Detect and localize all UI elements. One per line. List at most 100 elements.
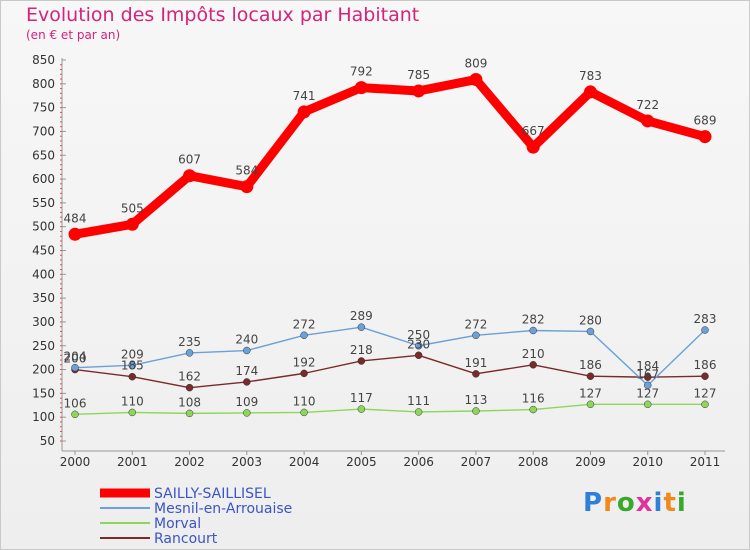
data-point [243, 378, 251, 386]
data-label: 230 [407, 337, 430, 351]
data-point [300, 369, 308, 378]
data-label: 505 [121, 201, 144, 215]
data-label: 607 [178, 153, 201, 167]
data-point [469, 73, 483, 87]
x-tick-label: 2010 [632, 455, 663, 469]
axes: 50 100 150 200 250 300 350 400 450 500 550 600 650 70… [32, 53, 725, 469]
data-label: 283 [694, 312, 717, 326]
data-label: 127 [579, 386, 602, 400]
x-tick-label: 2005 [346, 455, 377, 469]
data-label: 109 [235, 395, 258, 409]
data-point [357, 357, 366, 365]
logo-letter: r [603, 488, 617, 518]
data-label: 200 [64, 352, 87, 366]
data-point [240, 180, 254, 194]
data-point [414, 342, 423, 350]
data-point [529, 326, 537, 335]
data-point [71, 363, 79, 372]
data-point [701, 400, 709, 409]
y-tick-label: 700 [32, 124, 55, 138]
logo-letter: i [676, 488, 687, 518]
data-label: 185 [121, 359, 144, 373]
data-label: 192 [293, 355, 316, 369]
data-label: 116 [522, 392, 545, 406]
x-tick-label: 2009 [575, 455, 606, 469]
legend: SAILLY-SAILLISELMesnil-en-ArrouaiseMorva… [100, 486, 292, 547]
data-label: 235 [178, 335, 201, 349]
data-label: 106 [64, 396, 87, 410]
series-line-3 [74, 354, 706, 389]
chart-subtitle: (en € et par an) [26, 28, 121, 42]
y-tick-label: 450 [32, 244, 55, 258]
data-label: 110 [293, 394, 316, 408]
data-point [701, 372, 709, 380]
y-tick-label: 750 [32, 101, 55, 115]
data-label: 809 [464, 57, 487, 71]
data-label: 110 [121, 394, 144, 408]
data-point [412, 84, 426, 98]
data-label: 689 [694, 114, 717, 128]
x-tick-label: 2007 [461, 455, 492, 469]
data-label: 174 [235, 364, 258, 378]
data-point [586, 400, 595, 409]
x-tick-label: 2011 [690, 455, 721, 469]
x-tick-label: 2006 [403, 455, 434, 469]
y-tick-label: 500 [32, 220, 55, 234]
data-label: 282 [522, 313, 545, 327]
data-point [125, 217, 139, 231]
data-label: 783 [579, 69, 602, 83]
data-point [357, 405, 366, 413]
y-tick-label: 400 [32, 267, 55, 281]
data-point [185, 349, 194, 357]
series-layer [68, 73, 712, 419]
data-point [243, 346, 251, 355]
data-point [529, 405, 537, 414]
x-tick-label: 2000 [60, 455, 91, 469]
legend-label: SAILLY-SAILLISEL [154, 486, 271, 502]
data-label: 785 [407, 68, 430, 82]
data-label: 280 [579, 313, 602, 327]
data-point [300, 408, 308, 417]
logo-letter: x [635, 488, 654, 518]
data-label: 741 [293, 89, 316, 103]
y-tick-label: 250 [32, 339, 55, 353]
series-line-0 [70, 75, 710, 239]
data-label: 272 [464, 317, 487, 331]
data-label: 191 [464, 356, 487, 370]
data-label: 722 [636, 98, 659, 112]
data-point [71, 410, 79, 419]
legend-label: Morval [154, 516, 201, 532]
data-label: 240 [235, 333, 258, 347]
y-tick-label: 150 [32, 386, 55, 400]
logo-letter: P [583, 488, 604, 518]
data-point [243, 409, 251, 417]
logo-letter: o [616, 488, 636, 518]
data-label: 204 [64, 350, 87, 364]
series-line-2 [74, 403, 706, 416]
data-point [185, 409, 194, 418]
data-label: 792 [350, 65, 373, 79]
data-point [701, 326, 709, 334]
data-point [357, 323, 366, 331]
data-point [641, 114, 655, 128]
logo-letter: t [663, 488, 677, 518]
x-tick-label: 2001 [117, 455, 148, 469]
y-tick-label: 300 [32, 315, 55, 329]
data-point [414, 351, 423, 360]
data-point [185, 383, 194, 392]
data-label: 162 [178, 370, 201, 384]
legend-label: Rancourt [154, 531, 218, 547]
y-tick-label: 100 [32, 410, 55, 424]
data-point [643, 373, 652, 381]
legend-label: Mesnil-en-Arrouaise [154, 501, 292, 517]
y-tick-label: 550 [32, 196, 55, 210]
data-point [586, 327, 595, 336]
data-point [300, 331, 308, 340]
data-point [643, 400, 652, 409]
y-tick-label: 800 [32, 77, 55, 91]
logo-letter: i [653, 488, 664, 518]
x-tick-label: 2004 [289, 455, 320, 469]
data-label: 272 [293, 317, 316, 331]
data-point [472, 370, 480, 378]
data-point [128, 361, 137, 370]
